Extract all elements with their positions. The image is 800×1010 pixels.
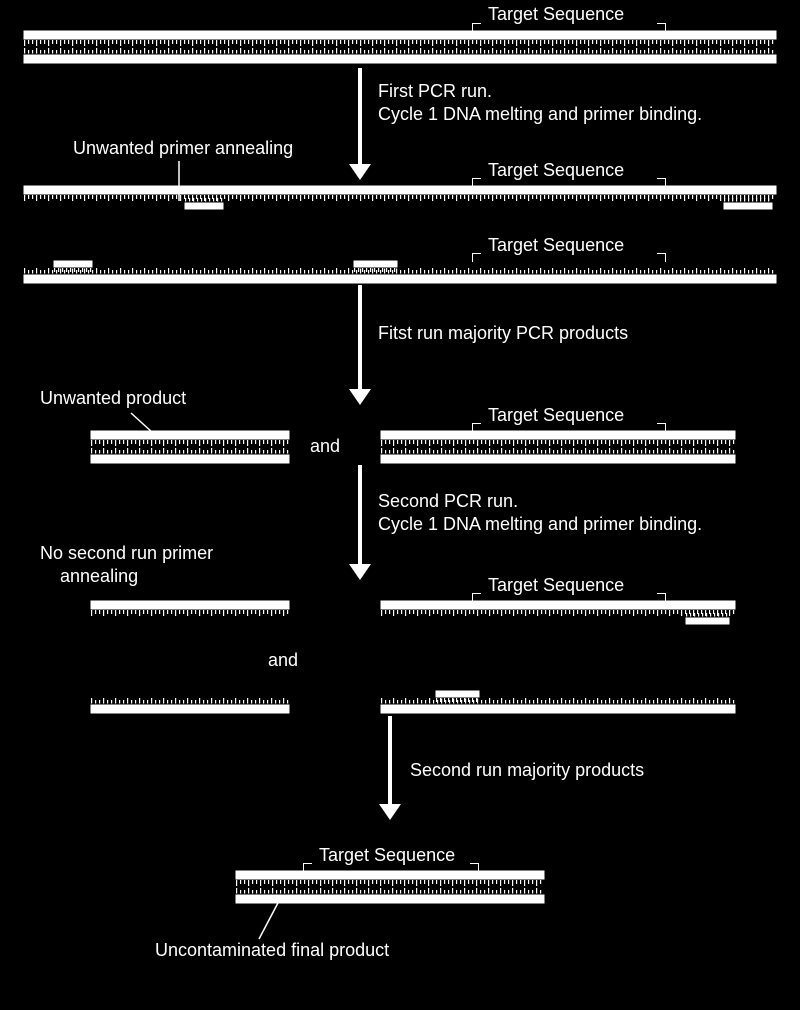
and-label-2: and: [268, 650, 298, 671]
no-second-line2: annealing: [60, 566, 138, 586]
bracket-right: [657, 593, 666, 602]
bracket-right: [657, 253, 666, 262]
second-run-line1: Second PCR run.: [378, 491, 518, 511]
second-run-label: Second PCR run. Cycle 1 DNA melting and …: [378, 490, 702, 537]
dna-strand: [90, 430, 290, 464]
final-product-label: Uncontaminated final product: [155, 940, 389, 961]
flow-arrow: [345, 285, 375, 407]
bracket-left: [472, 23, 481, 32]
target-seq-1: Target Sequence: [488, 4, 624, 25]
flow-arrow: [345, 68, 375, 182]
target-seq-4: Target Sequence: [488, 405, 624, 426]
first-run-label: First PCR run. Cycle 1 DNA melting and p…: [378, 80, 702, 127]
first-products-label: Fitst run majority PCR products: [378, 323, 628, 344]
no-second-label: No second run primer annealing: [40, 542, 213, 589]
bracket-left: [472, 423, 481, 432]
pointer-line: [178, 160, 180, 202]
dna-strand: [23, 185, 777, 215]
target-seq-6: Target Sequence: [319, 845, 455, 866]
bracket-left: [472, 253, 481, 262]
target-seq-3: Target Sequence: [488, 235, 624, 256]
bracket-right: [657, 423, 666, 432]
bracket-right: [657, 23, 666, 32]
flow-arrow: [345, 465, 375, 582]
and-label-1: and: [310, 436, 340, 457]
dna-strand: [380, 690, 736, 720]
second-products-label: Second run majority products: [410, 760, 644, 781]
bracket-right: [470, 863, 479, 872]
first-run-line2: Cycle 1 DNA melting and primer binding.: [378, 104, 702, 124]
dna-strand: [380, 600, 736, 630]
unwanted-primer-label: Unwanted primer annealing: [73, 138, 293, 159]
bracket-left: [303, 863, 312, 872]
dna-strand: [23, 260, 777, 290]
bracket-left: [472, 178, 481, 187]
dna-strand: [380, 430, 736, 464]
pointer-line: [130, 412, 154, 434]
bracket-right: [657, 178, 666, 187]
dna-strand: [90, 600, 290, 630]
dna-strand: [235, 870, 545, 904]
dna-strand: [23, 30, 777, 64]
first-run-line1: First PCR run.: [378, 81, 492, 101]
pointer-line: [258, 900, 280, 940]
unwanted-product-label: Unwanted product: [40, 388, 186, 409]
target-seq-2: Target Sequence: [488, 160, 624, 181]
flow-arrow: [375, 716, 405, 822]
second-run-line2: Cycle 1 DNA melting and primer binding.: [378, 514, 702, 534]
dna-strand: [90, 690, 290, 720]
bracket-left: [472, 593, 481, 602]
target-seq-5: Target Sequence: [488, 575, 624, 596]
no-second-line1: No second run primer: [40, 543, 213, 563]
